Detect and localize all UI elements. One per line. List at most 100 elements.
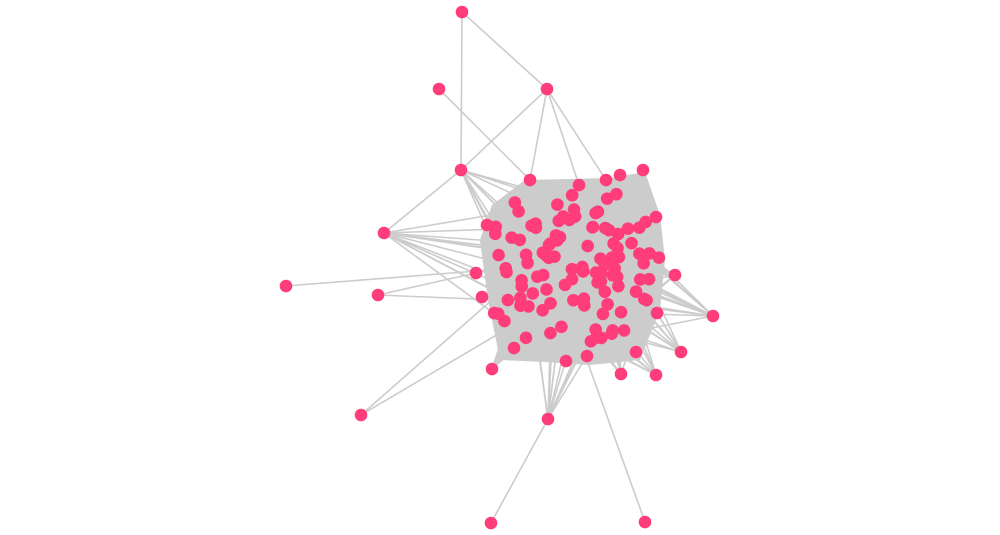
graph-node[interactable] xyxy=(668,268,682,282)
graph-node[interactable] xyxy=(551,234,564,247)
graph-node[interactable] xyxy=(599,173,613,187)
edge xyxy=(460,88,548,171)
edge xyxy=(620,299,648,375)
graph-node[interactable] xyxy=(432,82,446,96)
graph-node[interactable] xyxy=(596,307,610,321)
graph-node[interactable] xyxy=(625,236,638,250)
graph-node[interactable] xyxy=(612,279,625,293)
graph-node[interactable] xyxy=(565,262,579,276)
graph-node[interactable] xyxy=(594,275,608,288)
edge xyxy=(547,333,552,420)
edge xyxy=(590,274,676,342)
graph-node[interactable] xyxy=(565,272,579,286)
graph-node[interactable] xyxy=(649,368,663,382)
graph-node[interactable] xyxy=(567,203,581,216)
graph-node[interactable] xyxy=(629,345,643,359)
nodes xyxy=(279,5,720,530)
graph-node[interactable] xyxy=(544,326,557,340)
graph-node[interactable] xyxy=(706,309,720,323)
graph-node[interactable] xyxy=(610,187,623,201)
graph-node[interactable] xyxy=(540,82,554,96)
graph-node[interactable] xyxy=(637,256,650,270)
graph-node[interactable] xyxy=(475,290,489,304)
graph-node[interactable] xyxy=(484,516,498,530)
graph-node[interactable] xyxy=(611,227,625,241)
graph-node[interactable] xyxy=(519,331,533,345)
graph-node[interactable] xyxy=(526,287,540,300)
graph-node[interactable] xyxy=(499,261,513,275)
graph-node[interactable] xyxy=(279,279,293,293)
graph-node[interactable] xyxy=(605,327,619,341)
edge xyxy=(383,232,523,288)
graph-node[interactable] xyxy=(584,335,598,348)
graph-node[interactable] xyxy=(639,215,653,229)
graph-node[interactable] xyxy=(521,256,534,270)
graph-node[interactable] xyxy=(580,349,594,363)
graph-node[interactable] xyxy=(529,221,543,235)
graph-node[interactable] xyxy=(674,345,688,359)
graph-node[interactable] xyxy=(485,362,499,376)
graph-node[interactable] xyxy=(642,272,656,286)
graph-node[interactable] xyxy=(515,280,529,293)
graph-node[interactable] xyxy=(377,226,391,240)
graph-node[interactable] xyxy=(586,220,600,234)
graph-node[interactable] xyxy=(540,283,553,296)
graph-node[interactable] xyxy=(633,273,647,286)
graph-node[interactable] xyxy=(608,261,622,275)
graph-node[interactable] xyxy=(633,247,646,261)
graph-node[interactable] xyxy=(551,198,564,211)
graph-node[interactable] xyxy=(513,233,527,247)
graph-node[interactable] xyxy=(576,260,589,274)
graph-node[interactable] xyxy=(544,296,557,310)
graph-node[interactable] xyxy=(636,163,650,177)
graph-node[interactable] xyxy=(581,239,595,253)
graph-node[interactable] xyxy=(638,515,652,529)
graph-node[interactable] xyxy=(530,270,544,283)
graph-node[interactable] xyxy=(567,293,580,307)
graph-node[interactable] xyxy=(565,188,579,202)
graph-node[interactable] xyxy=(541,412,555,426)
graph-node[interactable] xyxy=(577,299,591,312)
graph-node[interactable] xyxy=(508,196,522,209)
graph-node[interactable] xyxy=(514,291,527,305)
graph-node[interactable] xyxy=(555,320,568,334)
graph-node[interactable] xyxy=(469,266,483,280)
graph-node[interactable] xyxy=(621,222,635,236)
edge xyxy=(498,197,608,256)
graph-node[interactable] xyxy=(611,241,624,255)
graph-node[interactable] xyxy=(649,210,663,224)
graph-node[interactable] xyxy=(556,210,570,223)
graph-node[interactable] xyxy=(489,220,503,234)
graph-node[interactable] xyxy=(371,288,385,302)
graph-node[interactable] xyxy=(650,306,664,320)
graph-node[interactable] xyxy=(594,252,607,265)
graph-node[interactable] xyxy=(613,168,627,182)
graph-node[interactable] xyxy=(614,367,628,381)
graph-node[interactable] xyxy=(491,307,505,320)
graph-node[interactable] xyxy=(614,305,628,319)
graph-node[interactable] xyxy=(455,5,469,19)
graph-node[interactable] xyxy=(591,205,605,218)
graph-node[interactable] xyxy=(454,163,468,177)
graph-node[interactable] xyxy=(599,221,612,235)
graph-node[interactable] xyxy=(643,247,656,260)
graph-node[interactable] xyxy=(572,178,586,192)
graph-node[interactable] xyxy=(617,324,631,337)
graph-node[interactable] xyxy=(559,354,573,368)
graph-node[interactable] xyxy=(652,251,666,264)
graph-node[interactable] xyxy=(354,408,368,422)
graph-node[interactable] xyxy=(523,173,537,187)
graph-node[interactable] xyxy=(539,248,553,262)
graph-node[interactable] xyxy=(501,293,515,307)
edge xyxy=(377,271,481,296)
graph-node[interactable] xyxy=(507,341,521,355)
graph-node[interactable] xyxy=(637,292,651,306)
graph-node[interactable] xyxy=(601,297,614,311)
edge xyxy=(460,11,463,171)
graph-node[interactable] xyxy=(598,285,612,299)
graph-node[interactable] xyxy=(605,251,619,264)
graph-node[interactable] xyxy=(589,323,602,336)
graph-node[interactable] xyxy=(629,285,643,298)
edge xyxy=(360,329,506,416)
graph-node[interactable] xyxy=(492,248,505,262)
